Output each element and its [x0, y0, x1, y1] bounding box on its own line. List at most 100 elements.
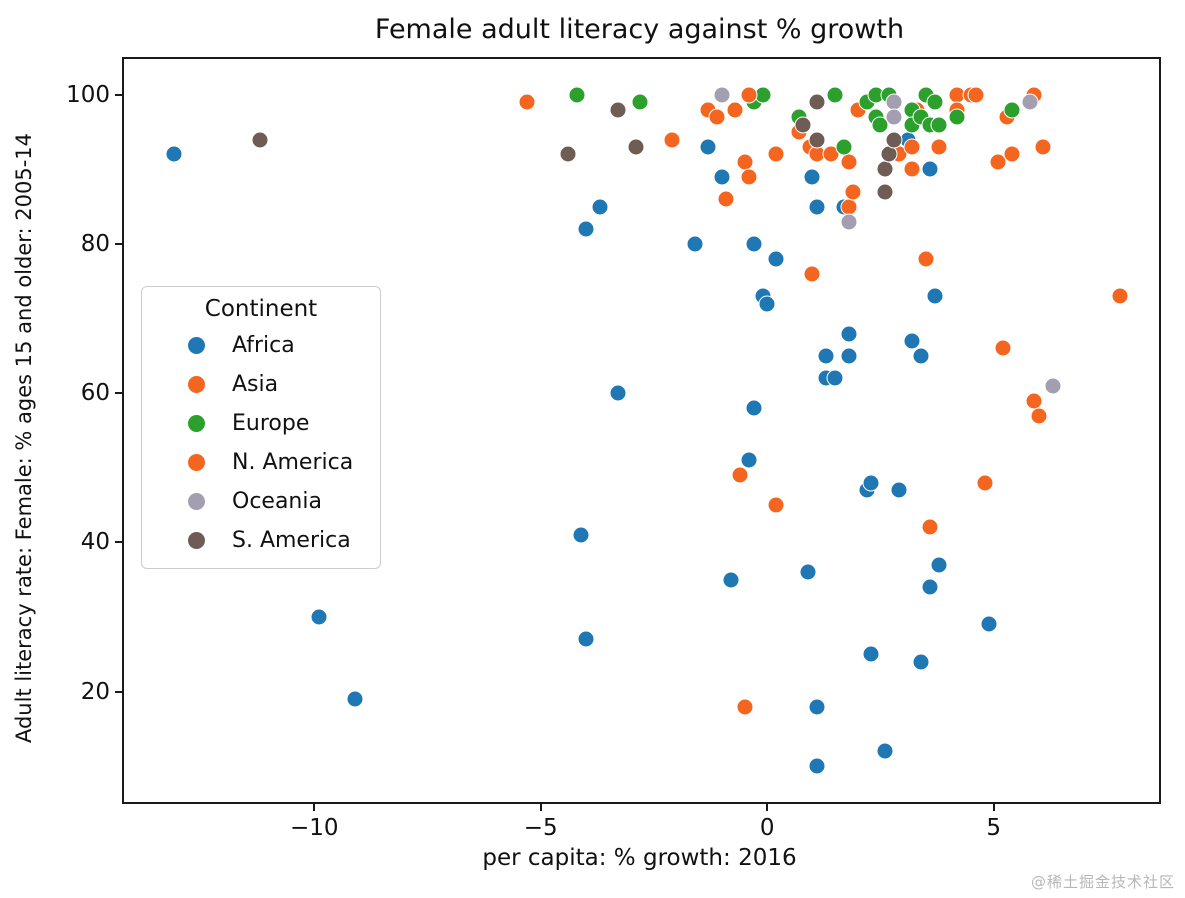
data-point-asia: [822, 145, 840, 163]
x-tick-mark: [766, 802, 769, 811]
data-point-africa: [758, 295, 776, 313]
data-point-africa: [921, 160, 939, 178]
data-point-europe: [930, 116, 948, 134]
data-point-s-america: [559, 145, 577, 163]
y-tick-label: 100: [66, 81, 110, 108]
data-point-n-america: [767, 496, 785, 514]
data-point-africa: [577, 630, 595, 648]
data-point-s-america: [885, 131, 903, 149]
data-point-africa: [840, 325, 858, 343]
data-point-africa: [808, 757, 826, 775]
data-point-africa: [803, 168, 821, 186]
legend-item-africa: Africa: [142, 326, 380, 365]
data-point-n-america: [731, 466, 749, 484]
data-point-asia: [726, 101, 744, 119]
data-point-asia: [903, 160, 921, 178]
data-point-oceania: [1044, 377, 1062, 395]
data-point-asia: [663, 131, 681, 149]
data-point-oceania: [713, 86, 731, 104]
data-point-asia: [708, 108, 726, 126]
data-point-africa: [862, 474, 880, 492]
data-point-europe: [948, 108, 966, 126]
data-point-oceania: [1021, 93, 1039, 111]
data-point-n-america: [740, 86, 758, 104]
legend-item-oceania: Oceania: [142, 482, 380, 521]
data-point-europe: [1003, 101, 1021, 119]
data-point-asia: [1034, 138, 1052, 156]
legend-swatch-icon: [188, 337, 205, 354]
data-point-africa: [713, 168, 731, 186]
data-point-africa: [808, 198, 826, 216]
data-point-s-america: [627, 138, 645, 156]
data-point-oceania: [885, 108, 903, 126]
data-point-africa: [722, 571, 740, 589]
data-point-asia: [1030, 407, 1048, 425]
data-point-asia: [967, 86, 985, 104]
data-point-europe: [826, 86, 844, 104]
data-point-asia: [976, 474, 994, 492]
data-point-africa: [876, 742, 894, 760]
data-point-africa: [808, 698, 826, 715]
x-tick-label: −5: [523, 815, 558, 841]
data-point-n-america: [717, 190, 735, 208]
data-point-n-america: [767, 145, 785, 163]
legend: Continent Africa Asia Europe N. America Ocea…: [141, 286, 381, 569]
data-point-asia: [518, 93, 536, 111]
data-point-s-america: [876, 183, 894, 201]
data-point-africa: [980, 615, 998, 633]
y-tick-mark: [115, 243, 124, 245]
y-tick-label: 80: [80, 231, 110, 257]
data-point-africa: [310, 608, 328, 626]
data-point-africa: [903, 332, 921, 350]
data-point-s-america: [880, 145, 898, 163]
data-point-s-america: [808, 93, 826, 111]
y-tick-mark: [115, 690, 124, 693]
chart-title: Female adult literacy against % growth: [374, 14, 905, 45]
data-point-asia: [840, 153, 858, 171]
legend-item-europe: Europe: [142, 404, 380, 443]
data-point-africa: [686, 235, 704, 253]
data-point-africa: [840, 347, 858, 365]
legend-swatch-icon: [188, 532, 205, 549]
data-point-europe: [835, 138, 853, 156]
legend-label: Africa: [232, 333, 295, 358]
x-tick-mark: [539, 802, 542, 811]
data-point-asia: [930, 138, 948, 156]
data-point-asia: [1111, 287, 1129, 305]
legend-swatch-icon: [188, 376, 205, 393]
y-tick-label: 20: [80, 678, 110, 705]
data-point-s-america: [609, 101, 627, 119]
data-point-oceania: [840, 213, 858, 231]
data-point-asia: [1003, 145, 1021, 163]
data-point-asia: [989, 153, 1007, 171]
data-point-europe: [568, 86, 586, 104]
data-point-africa: [930, 556, 948, 574]
data-point-africa: [572, 526, 590, 544]
data-point-africa: [745, 399, 763, 417]
data-point-africa: [921, 578, 939, 596]
data-point-africa: [577, 220, 595, 238]
legend-swatch-icon: [188, 493, 205, 510]
x-tick-label: 5: [986, 815, 1001, 841]
data-point-asia: [921, 518, 939, 536]
x-tick-mark: [313, 802, 316, 811]
legend-item-asia: Asia: [142, 365, 380, 404]
data-point-africa: [926, 287, 944, 305]
legend-label: S. America: [232, 528, 351, 553]
data-point-africa: [165, 145, 183, 163]
data-point-s-america: [794, 116, 812, 134]
y-axis-label: Adult literacy rate: Female: % ages 15 a…: [12, 132, 36, 744]
data-point-africa: [346, 690, 364, 708]
watermark: @稀土掘金技术社区: [1030, 873, 1175, 891]
data-point-africa: [609, 384, 627, 402]
legend-label: Europe: [232, 411, 310, 436]
legend-items: Africa Asia Europe N. America Oceania S. Amer…: [142, 326, 380, 560]
legend-item-n-america: N. America: [142, 443, 380, 482]
legend-label: N. America: [232, 450, 354, 475]
data-point-africa: [817, 347, 835, 365]
legend-label: Oceania: [232, 489, 322, 514]
data-point-asia: [903, 138, 921, 156]
data-point-s-america: [808, 131, 826, 149]
data-point-africa: [767, 250, 785, 268]
